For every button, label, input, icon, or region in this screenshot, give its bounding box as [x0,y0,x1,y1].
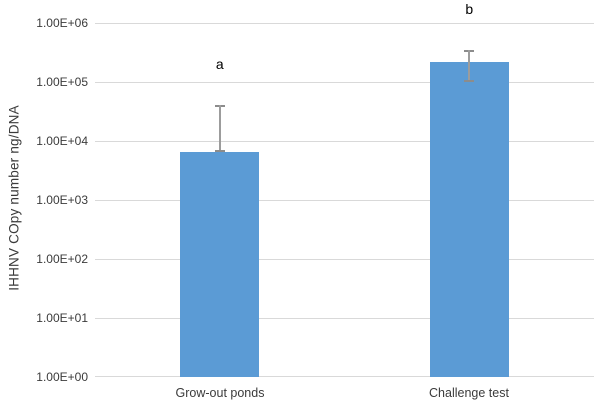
gridline [95,259,594,260]
significance-letter-a: a [215,56,224,73]
y-tick-label-1e2: 1.00E+02 [36,252,88,266]
x-category-label-challenge-test: Challenge test [429,386,509,400]
y-tick-label-1e6: 1.00E+06 [36,16,88,30]
bar-challenge-test [429,61,509,377]
error-bar-cap-bottom [214,150,225,153]
error-bar-stem [218,105,221,153]
gridline [95,200,594,201]
error-bar-cap-bottom [464,79,475,82]
gridline [95,376,594,377]
y-tick-label-1e1: 1.00E+01 [36,311,88,325]
gridline [95,318,594,319]
plot-area: a b [95,1,594,377]
gridline [95,141,594,142]
significance-letter-b: b [465,0,474,17]
bar-grow-out-ponds [180,152,260,377]
y-tick-label-1e3: 1.00E+03 [36,193,88,207]
y-tick-label-1e5: 1.00E+05 [36,75,88,89]
gridline [95,23,594,24]
y-tick-label-1e0: 1.00E+00 [36,370,88,384]
error-bar-challenge-test [464,49,475,82]
x-category-label-grow-out-ponds: Grow-out ponds [175,386,265,400]
y-tick-label-1e4: 1.00E+04 [36,134,88,148]
gridline [95,82,594,83]
error-bar-stem [468,49,471,82]
error-bar-grow-out-ponds [214,105,225,153]
